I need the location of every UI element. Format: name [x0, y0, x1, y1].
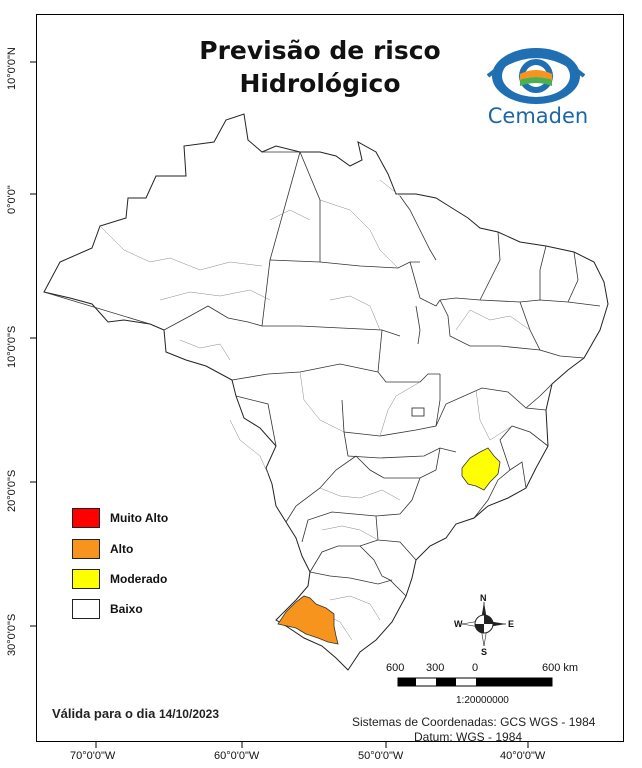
legend-swatch [72, 539, 100, 559]
legend-label: Baixo [110, 602, 143, 616]
brazil-outline [43, 113, 609, 671]
validity-prefix: Válida para o dia [52, 706, 156, 721]
moderate-risk-region [461, 447, 501, 491]
scale-label: 600 [386, 662, 405, 674]
lon-label: 70°0'0"W [70, 750, 116, 762]
legend-item-muito-alto: Muito Alto [72, 508, 232, 530]
legend-label: Alto [110, 542, 134, 556]
lon-label: 50°0'0"W [358, 750, 404, 762]
legend-label: Muito Alto [110, 511, 169, 525]
legend-item-baixo: Baixo [72, 599, 232, 621]
cemaden-logo-text: Cemaden [487, 104, 589, 128]
cemaden-logo-icon [486, 48, 586, 104]
scale-bar [397, 677, 553, 687]
north-arrow [461, 602, 506, 647]
datum: Datum: WGS - 1984 [414, 730, 523, 744]
scale-label: 0 [472, 662, 479, 674]
lat-label: 20°0'0"S [6, 469, 18, 512]
lat-label: 0°0'0" [6, 185, 18, 214]
legend-swatch [72, 508, 100, 528]
lon-label: 40°0'0"W [500, 750, 546, 762]
lon-label: 60°0'0"W [214, 750, 260, 762]
coordinate-system: Sistemas de Coordenadas: GCS WGS - 1984 [352, 715, 596, 729]
north-label: N [480, 593, 487, 603]
lat-label: 10°0'0"N [6, 47, 18, 90]
coordinate-info: Sistemas de Coordenadas: GCS WGS - 1984 … [352, 715, 595, 745]
west-label: W [454, 619, 463, 629]
scale-ratio: 1:20000000 [456, 695, 509, 706]
legend-item-alto: Alto [72, 539, 232, 561]
legend-item-moderado: Moderado [72, 569, 232, 591]
legend-swatch [72, 599, 100, 619]
scale-label: 600 km [542, 662, 579, 674]
scale-label: 300 [426, 662, 445, 674]
east-label: E [508, 619, 515, 629]
legend-label: Moderado [110, 572, 168, 586]
map-title: Previsão de risco Hidrológico [199, 36, 441, 98]
high-risk-region [277, 595, 339, 645]
validity-note: Válida para o dia 14/10/2023 [52, 706, 219, 721]
validity-date: 14/10/2023 [158, 707, 220, 721]
legend-swatch [72, 569, 100, 589]
south-label: S [481, 647, 488, 657]
lat-label: 30°0'0"S [6, 613, 18, 656]
federal-district [411, 407, 425, 417]
lat-label: 10°0'0"S [6, 325, 18, 368]
